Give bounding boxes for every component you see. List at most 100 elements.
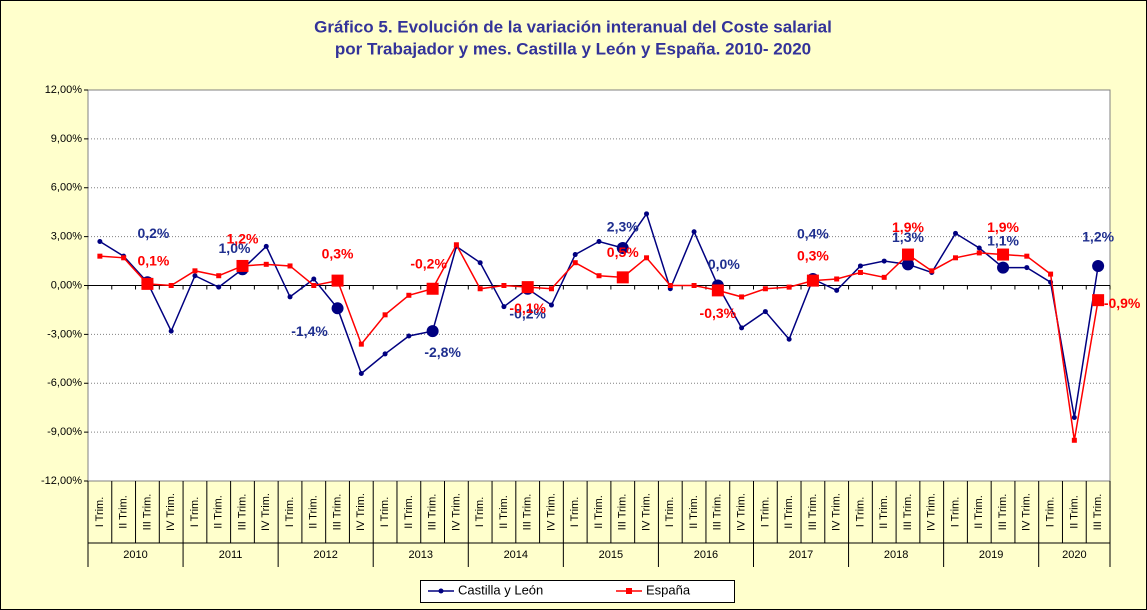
point (382, 312, 388, 318)
data-label: -0,9% (1104, 295, 1141, 311)
point (358, 341, 364, 347)
point (929, 268, 935, 274)
x-tick-label: I Trim. (759, 497, 771, 528)
chart-title: Gráfico 5. Evolución de la variación int… (314, 17, 832, 36)
point (616, 242, 629, 255)
data-label: -2,8% (424, 344, 461, 360)
point (501, 283, 507, 288)
point (857, 269, 863, 275)
point (311, 283, 317, 288)
x-tick-label: IV Trim. (1021, 493, 1033, 531)
data-label: -0,1% (509, 300, 546, 316)
point (572, 260, 578, 266)
x-tick-label: IV Trim. (355, 493, 367, 531)
point (881, 258, 887, 264)
point (739, 325, 745, 331)
y-tick-label: 0,00% (51, 279, 82, 291)
x-tick-label: IV Trim. (736, 493, 748, 531)
point (426, 325, 439, 338)
point (168, 283, 174, 288)
point (287, 294, 293, 300)
point (141, 277, 154, 290)
point (1048, 271, 1054, 277)
group-label: 2013 (409, 549, 433, 561)
point (786, 284, 792, 290)
y-tick-label: 6,00% (51, 182, 82, 194)
x-tick-label: III Trim. (712, 494, 724, 531)
x-tick-label: III Trim. (902, 494, 914, 531)
x-tick-label: III Trim. (997, 494, 1009, 531)
x-tick-label: I Trim. (664, 497, 676, 528)
x-tick-label: III Trim. (1092, 494, 1104, 531)
x-tick-label: II Trim. (688, 495, 700, 529)
data-label: 2,3% (607, 219, 639, 235)
point (711, 284, 724, 297)
x-tick-label: I Trim. (854, 497, 866, 528)
point (382, 351, 388, 357)
x-tick-label: III Trim. (236, 494, 248, 531)
x-tick-label: I Trim. (1044, 497, 1056, 528)
point (1092, 259, 1105, 272)
x-tick-label: IV Trim. (450, 493, 462, 531)
y-tick-label: 9,00% (51, 133, 82, 145)
point (762, 286, 768, 292)
point (901, 248, 914, 261)
data-label: 1,2% (227, 231, 259, 247)
x-tick-label: II Trim. (308, 495, 320, 529)
x-tick-label: IV Trim. (545, 493, 557, 531)
legend-label: Castilla y León (458, 582, 543, 597)
point (762, 309, 768, 315)
data-label: 0,4% (797, 226, 829, 242)
chart-title: por Trabajador y mes. Castilla y León y … (335, 39, 811, 58)
data-label: 1,9% (987, 219, 1019, 235)
point (216, 273, 222, 279)
group-label: 2016 (694, 549, 718, 561)
point (806, 274, 819, 287)
legend (420, 580, 735, 603)
point (192, 273, 198, 279)
data-label: -0,3% (700, 305, 737, 321)
data-label: 0,5% (607, 244, 639, 260)
y-tick-label: -12,00% (41, 475, 82, 487)
data-label: 1,2% (1082, 229, 1114, 245)
x-tick-label: III Trim. (807, 494, 819, 531)
point (236, 259, 249, 272)
point (477, 260, 483, 266)
data-label: 0,0% (708, 256, 740, 272)
point (644, 255, 650, 261)
y-tick-label: -9,00% (47, 426, 82, 438)
point (548, 286, 554, 292)
point (311, 276, 317, 282)
point (834, 276, 840, 282)
x-tick-label: IV Trim. (926, 493, 938, 531)
data-label: -0,2% (410, 255, 447, 271)
point (287, 263, 293, 269)
x-tick-label: II Trim. (973, 495, 985, 529)
group-label: 2011 (219, 549, 243, 561)
group-label: 2019 (979, 549, 1003, 561)
data-label: 0,1% (137, 253, 169, 269)
x-tick-label: III Trim. (331, 494, 343, 531)
point (263, 243, 269, 249)
point (953, 255, 959, 261)
x-tick-label: II Trim. (118, 495, 130, 529)
y-tick-label: 12,00% (45, 84, 83, 96)
data-label: -0,2% (509, 305, 546, 321)
x-tick-label: IV Trim. (165, 493, 177, 531)
point (168, 328, 174, 334)
point (406, 333, 412, 339)
x-tick-label: II Trim. (498, 495, 510, 529)
point (644, 211, 650, 217)
legend-marker (626, 588, 632, 594)
x-tick-label: IV Trim. (260, 493, 272, 531)
point (857, 263, 863, 269)
point (834, 287, 840, 293)
y-tick-label: -3,00% (47, 328, 82, 340)
point (331, 302, 344, 315)
point (1024, 265, 1030, 271)
point (997, 261, 1010, 274)
x-tick-label: I Trim. (474, 497, 486, 528)
point (953, 230, 959, 236)
group-label: 2018 (884, 549, 908, 561)
